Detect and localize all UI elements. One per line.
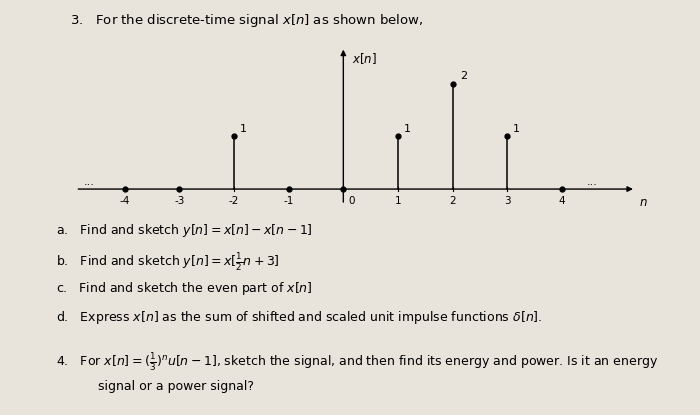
Text: ...: ...: [587, 177, 598, 187]
Text: signal or a power signal?: signal or a power signal?: [98, 380, 254, 393]
Text: 2: 2: [461, 71, 468, 81]
Text: d.   Express $x[n]$ as the sum of shifted and scaled unit impulse functions $\de: d. Express $x[n]$ as the sum of shifted …: [56, 309, 542, 326]
Text: c.   Find and sketch the even part of $x[n]$: c. Find and sketch the even part of $x[n…: [56, 280, 313, 297]
Text: -4: -4: [120, 196, 130, 206]
Text: $x[n]$: $x[n]$: [351, 51, 377, 66]
Text: 1: 1: [403, 124, 410, 134]
Text: 3.   For the discrete-time signal $x[n]$ as shown below,: 3. For the discrete-time signal $x[n]$ a…: [70, 12, 423, 29]
Text: $n$: $n$: [638, 196, 648, 210]
Text: 1: 1: [239, 124, 246, 134]
Text: b.   Find and sketch $y[n] = x[\frac{1}{2}n + 3]$: b. Find and sketch $y[n] = x[\frac{1}{2}…: [56, 251, 280, 273]
Text: -3: -3: [174, 196, 185, 206]
Text: 2: 2: [449, 196, 456, 206]
Text: 1: 1: [395, 196, 401, 206]
Text: 1: 1: [513, 124, 520, 134]
Text: 4.   For $x[n] = (\frac{1}{3})^n u[n-1]$, sketch the signal, and then find its e: 4. For $x[n] = (\frac{1}{3})^n u[n-1]$, …: [56, 351, 658, 373]
Text: 4: 4: [559, 196, 566, 206]
Text: a.   Find and sketch $y[n] = x[n] - x[n-1]$: a. Find and sketch $y[n] = x[n] - x[n-1]…: [56, 222, 313, 239]
Text: ...: ...: [84, 177, 95, 187]
Text: 3: 3: [504, 196, 510, 206]
Text: -1: -1: [284, 196, 294, 206]
Text: -2: -2: [229, 196, 239, 206]
Text: 0: 0: [349, 196, 356, 206]
